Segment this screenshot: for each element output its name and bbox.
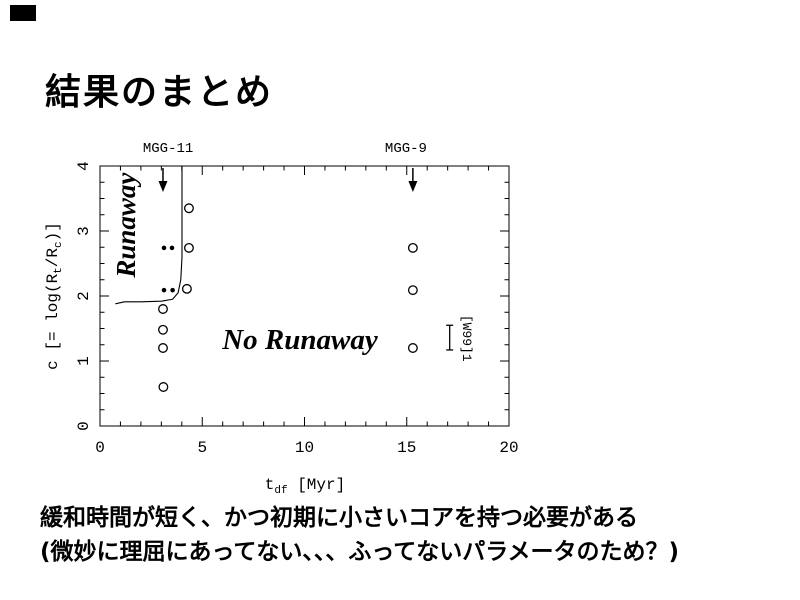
x-tick-label: 5 xyxy=(197,439,207,457)
w99-reference-label: [W99]1 xyxy=(459,315,474,362)
x-tick-label: 0 xyxy=(95,439,105,457)
y-axis-title: c [= log(Rt/Rc)] xyxy=(44,222,65,370)
data-point-open-circle xyxy=(184,203,194,214)
cluster-arrow-head xyxy=(408,181,418,192)
y-tick-label: 3 xyxy=(75,226,93,236)
data-point-open-circle xyxy=(158,324,168,335)
no-runaway-region-label: No Runaway xyxy=(221,324,378,356)
y-tick-label: 4 xyxy=(75,161,93,171)
data-point-open-circle xyxy=(407,285,418,296)
conclusion-line-1: 緩和時間が短く、かつ初期に小さいコアを持つ必要がある xyxy=(40,505,638,531)
data-point-filled-dot xyxy=(161,287,167,293)
y-tick-label: 1 xyxy=(75,356,93,366)
cluster-arrow-head xyxy=(158,181,168,192)
cluster-label: MGG-9 xyxy=(385,141,427,157)
y-tick-label: 0 xyxy=(75,421,93,431)
data-point-open-circle xyxy=(158,304,168,314)
x-axis-title: tdf [Myr] xyxy=(265,476,345,497)
data-point-open-circle xyxy=(158,343,168,353)
slide-title: 結果のまとめ xyxy=(45,72,274,113)
conclusion-line-2: (微妙に理屈にあってない、、、ふってないパラメータのため？) xyxy=(40,539,680,565)
data-point-open-circle xyxy=(181,283,192,294)
data-point-filled-dot xyxy=(169,245,175,251)
data-point-open-circle xyxy=(184,242,194,253)
x-tick-label: 15 xyxy=(397,439,416,457)
x-tick-label: 20 xyxy=(499,439,518,457)
x-tick-label: 10 xyxy=(295,439,314,457)
data-point-filled-dot xyxy=(170,287,175,293)
data-point-open-circle xyxy=(407,242,418,253)
data-point-open-circle xyxy=(407,343,418,353)
runaway-boundary-curve xyxy=(115,166,183,305)
runaway-region-label: Runaway xyxy=(111,172,141,279)
conclusion-notes: 緩和時間が短く、かつ初期に小さいコアを持つ必要がある (微妙に理屈にあってない、… xyxy=(40,501,679,569)
data-point-filled-dot xyxy=(161,245,167,251)
cluster-label: MGG-11 xyxy=(143,141,193,157)
slide-corner-mark xyxy=(10,5,36,21)
y-tick-label: 2 xyxy=(75,291,93,301)
data-point-open-circle xyxy=(158,382,169,392)
